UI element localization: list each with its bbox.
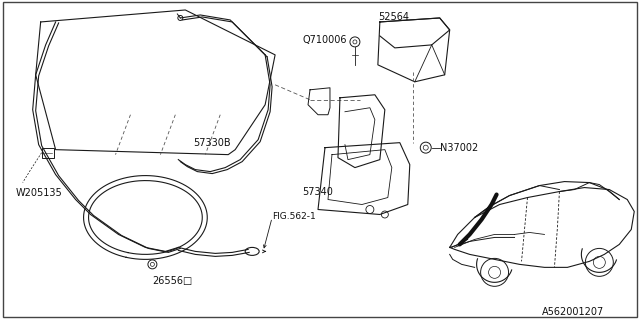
Text: N37002: N37002 [440,143,478,153]
Text: 52564: 52564 [378,12,409,22]
Text: 57330B: 57330B [193,138,231,148]
Text: 26556□: 26556□ [152,276,193,286]
Text: FIG.562-1: FIG.562-1 [272,212,316,221]
Text: 57340: 57340 [302,187,333,196]
Text: W205135: W205135 [16,188,63,197]
Text: Q710006: Q710006 [302,35,346,45]
Text: A562001207: A562001207 [541,307,604,317]
